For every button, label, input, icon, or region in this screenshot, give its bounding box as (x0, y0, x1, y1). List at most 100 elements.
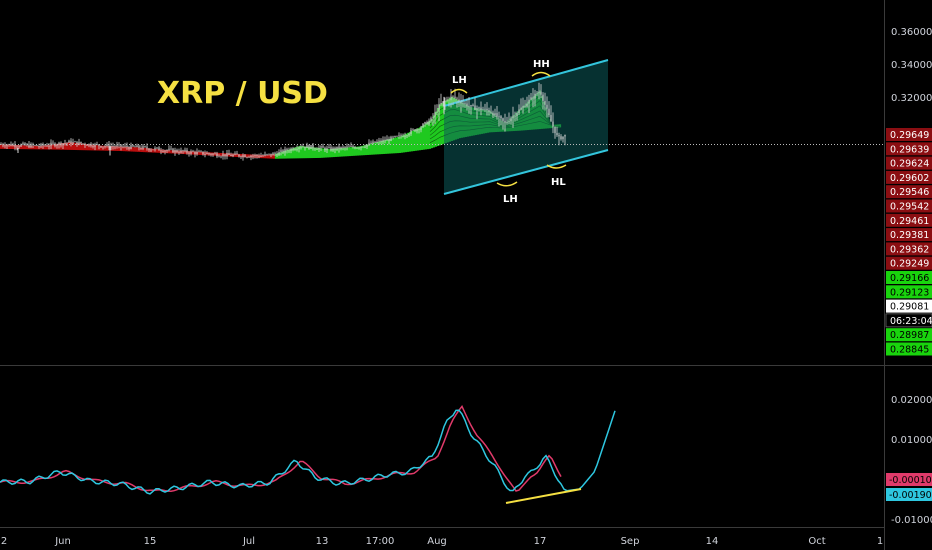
candle-body (562, 136, 564, 140)
candle-body (406, 135, 408, 137)
candle-body (270, 153, 272, 156)
candle-body (372, 141, 374, 144)
candle-body (376, 141, 378, 143)
candle-body (542, 94, 544, 101)
candle-body (400, 135, 402, 137)
candle-body (268, 153, 270, 155)
price-tag-box (885, 313, 932, 328)
arc-hl (546, 164, 567, 169)
time-axis[interactable]: 2 Jun 15 Jul 13 17:00 Aug 17 Sep 14 Oct 1 (1, 536, 883, 547)
price-tag-label: 0.29123 (890, 287, 929, 298)
candle-body (58, 142, 60, 146)
candle-body (426, 122, 428, 125)
osc-tag-box (886, 488, 932, 501)
candle-body (128, 147, 130, 149)
candle-body (454, 96, 456, 99)
candle-body (418, 129, 420, 130)
candle-body (184, 149, 186, 152)
annotation-hh: HH (533, 59, 550, 70)
candle-body (254, 154, 256, 156)
candle-body (12, 144, 14, 146)
candle-body (440, 102, 442, 105)
candle-body (318, 147, 320, 150)
price-tag-label: 0.29546 (890, 187, 929, 198)
time-tick: Jul (242, 536, 255, 547)
candle-body (236, 153, 238, 155)
candle-body (442, 101, 444, 103)
candle-body (432, 117, 434, 119)
annotation-lh-bottom: LH (503, 194, 518, 205)
candle-body (192, 151, 194, 153)
candle-body (194, 151, 196, 155)
candle-body (540, 91, 542, 95)
candle-body (74, 141, 76, 143)
candle-body (328, 147, 330, 148)
candle-body (130, 145, 132, 149)
price-tag-label: 0.29249 (890, 259, 929, 270)
candle-body (336, 146, 338, 150)
candle-body (320, 146, 322, 148)
candle-body (182, 150, 184, 152)
candle-body (408, 133, 410, 136)
candle-body (186, 149, 188, 153)
candle-body (246, 156, 248, 158)
price-tag-label: 0.29649 (890, 130, 929, 141)
candle-body (278, 151, 280, 156)
candle-body (4, 145, 6, 147)
candle-body (232, 154, 234, 157)
time-tick: Aug (427, 536, 447, 547)
price-tag-box (886, 271, 932, 284)
candle-body (92, 146, 94, 147)
candle-body (366, 144, 368, 147)
time-tick: 13 (316, 536, 329, 547)
candle-body (280, 150, 282, 152)
candle-body (216, 153, 218, 157)
time-tick: Oct (808, 536, 825, 547)
candle-body (564, 134, 566, 137)
candle-body (28, 144, 30, 148)
candle-body (288, 150, 290, 152)
candle-body (126, 145, 128, 148)
candle-body (102, 146, 104, 148)
price-tag-label: 0.29602 (890, 173, 929, 184)
candle-body (354, 147, 356, 149)
candle-body (140, 147, 142, 149)
candle-body (222, 154, 224, 157)
candle-body (460, 101, 462, 104)
price-tag-box (886, 256, 932, 270)
candle-body (82, 143, 84, 145)
candle-body (146, 146, 148, 149)
candle-body (550, 114, 552, 122)
candle-body (464, 103, 466, 105)
candle-body (364, 146, 366, 148)
candle-body (334, 147, 336, 150)
time-tick: 1 (877, 536, 883, 547)
candle-body (434, 112, 436, 118)
candle-body (164, 150, 166, 152)
candle-body (438, 104, 440, 112)
price-tag-box (886, 228, 932, 242)
candle-body (394, 135, 396, 138)
price-tag-box (886, 185, 932, 199)
candle-body (358, 147, 360, 149)
price-tag-label: 0.29362 (890, 244, 929, 255)
candle-body (214, 153, 216, 155)
price-tag-label: 06:23:04 (890, 316, 932, 327)
candle-body (522, 105, 524, 108)
price-tag-label: 0.29461 (890, 216, 929, 227)
candle-body (98, 144, 100, 147)
candle-body (420, 127, 422, 130)
price-channel[interactable] (443, 59, 609, 195)
candle-body (508, 121, 510, 123)
candle-body (100, 146, 102, 148)
candle-body (544, 100, 546, 105)
candle-body (6, 144, 8, 147)
candle-body (64, 143, 66, 144)
osc-trendline (505, 488, 582, 504)
candle-body (206, 153, 208, 155)
candle-body (428, 120, 430, 125)
candle-body (386, 138, 388, 141)
candle-body (524, 105, 526, 107)
annotation-lh-top: LH (452, 75, 467, 86)
